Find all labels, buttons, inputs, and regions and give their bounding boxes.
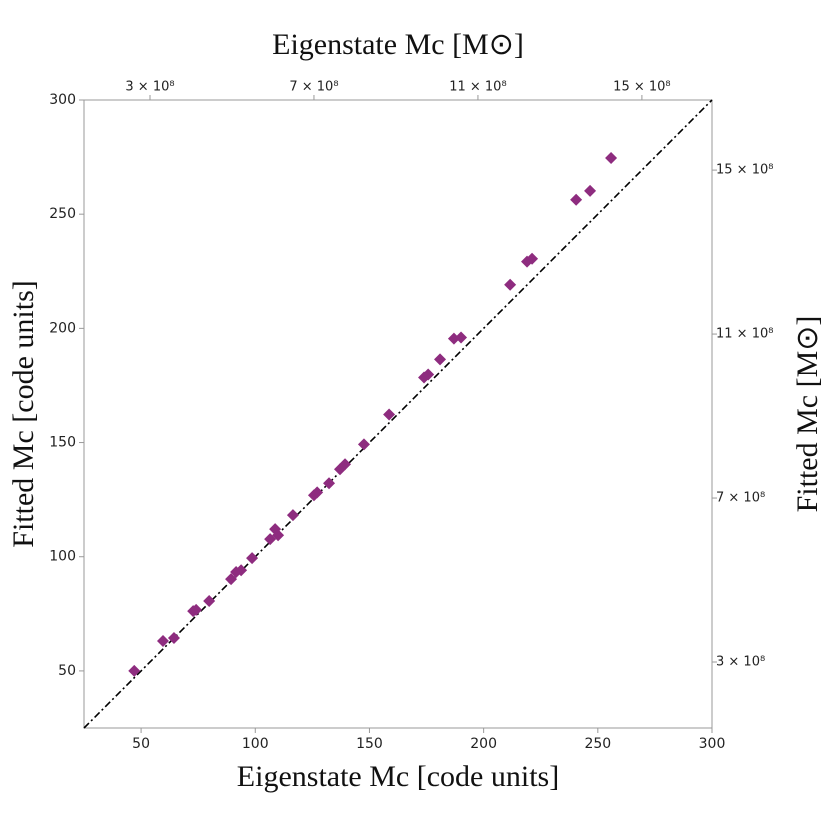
x-tick-label: 100 [242, 736, 269, 752]
x-tick-label: 250 [584, 736, 611, 752]
y-axis-label: Fitted Mc [code units] [7, 280, 40, 547]
y-tick-label: 300 [49, 92, 76, 108]
y2-tick-label: 7 × 10⁸ [716, 491, 765, 506]
point [357, 438, 370, 451]
y-tick-label: 250 [49, 206, 76, 222]
x2-tick-label: 15 × 10⁸ [613, 80, 670, 95]
x-axis-label: Eigenstate Mc [code units] [237, 760, 559, 793]
point [167, 632, 180, 645]
x-tick-label: 50 [132, 736, 150, 752]
point [526, 252, 539, 265]
point [339, 458, 352, 471]
point [584, 184, 597, 197]
point [570, 193, 583, 206]
y-tick-label: 200 [49, 320, 76, 336]
y2-axis-label: Fitted Mc [M⊙] [791, 316, 824, 513]
point [311, 486, 324, 499]
y2-tick-label: 15 × 10⁸ [716, 163, 773, 178]
point [128, 664, 141, 677]
y2-tick-label: 11 × 10⁸ [716, 327, 773, 342]
point [157, 634, 170, 647]
point [323, 477, 336, 490]
point [434, 353, 447, 366]
point [190, 603, 203, 616]
x2-tick-label: 11 × 10⁸ [449, 80, 506, 95]
y-tick-label: 100 [49, 549, 76, 565]
point [272, 529, 285, 542]
x2-tick-label: 7 × 10⁸ [289, 80, 338, 95]
y-tick-label: 150 [49, 435, 76, 451]
x2-tick-label: 3 × 10⁸ [125, 80, 174, 95]
point [504, 278, 517, 291]
point [605, 152, 618, 165]
point [225, 573, 238, 586]
x-tick-label: 200 [470, 736, 497, 752]
point [235, 564, 248, 577]
point [422, 368, 435, 381]
x-tick-label: 150 [356, 736, 383, 752]
point [203, 595, 216, 608]
point [246, 552, 259, 565]
point [455, 331, 468, 344]
y-tick-label: 50 [58, 663, 76, 679]
x-tick-label: 300 [699, 736, 726, 752]
point [286, 509, 299, 522]
y2-tick-label: 3 × 10⁸ [716, 655, 765, 670]
reference-line [83, 99, 713, 729]
plot-frame [83, 99, 713, 729]
x2-axis-label: Eigenstate Mc [M⊙] [272, 28, 524, 61]
point [383, 408, 396, 421]
